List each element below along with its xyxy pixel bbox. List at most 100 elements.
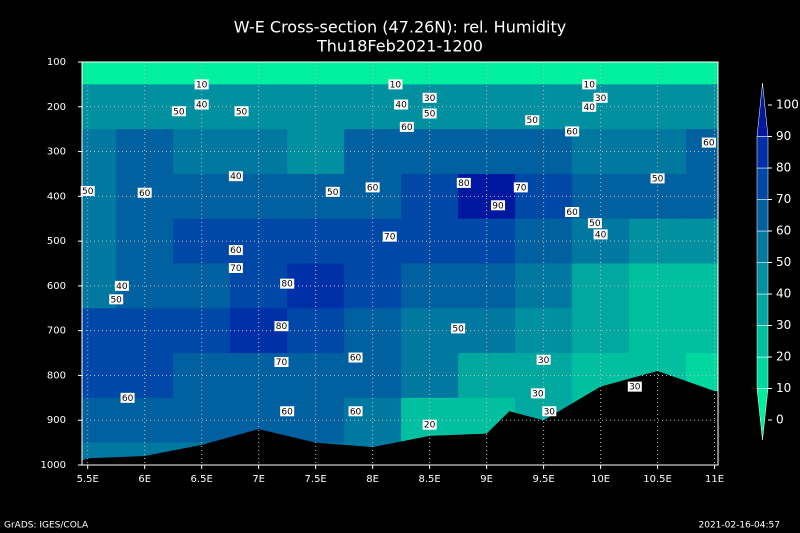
contour-label-bg (394, 99, 409, 110)
footer-right: 2021-02-16-04:57 (699, 521, 781, 531)
contour-label: 40 (116, 282, 128, 292)
contour-label: 10 (583, 80, 595, 90)
contour-label-bg (513, 182, 528, 193)
field-cell (116, 129, 174, 175)
field-cell (515, 173, 573, 220)
contour-label: 60 (230, 246, 242, 256)
contour-label-bg (422, 108, 437, 119)
field-cell (82, 129, 117, 175)
contour-label-bg (325, 186, 340, 197)
contour-label: 40 (395, 101, 407, 111)
contour-label: 90 (492, 201, 504, 211)
field-cell (82, 353, 117, 399)
field-cell (230, 62, 288, 85)
x-tick-label: 6.5E (191, 474, 213, 485)
contour-label-bg (582, 79, 597, 90)
contour-label-bg (280, 278, 295, 289)
contour-label: 80 (276, 322, 288, 332)
contour-label: 70 (515, 183, 527, 193)
x-tick-label: 5.5E (77, 474, 99, 485)
contour-label: 70 (276, 358, 288, 368)
contour-label: 30 (424, 94, 436, 104)
contour-label-bg (234, 106, 249, 117)
colorbar-label: 30 (776, 318, 791, 332)
contour-label: 50 (173, 107, 185, 117)
colorbar-band (756, 230, 769, 263)
contour-label-bg (274, 321, 289, 332)
colorbar-label: 10 (776, 381, 791, 395)
contour-label-bg (525, 115, 540, 126)
y-tick-label: 900 (47, 415, 66, 426)
contour-label: 40 (583, 103, 595, 113)
contour-label: 50 (110, 295, 122, 305)
field-cell (116, 397, 174, 444)
contour-label-bg (228, 171, 243, 182)
contour-label-bg (582, 101, 597, 112)
y-tick-label: 100 (47, 57, 66, 68)
terrain (82, 370, 718, 465)
colorbar-band (756, 356, 769, 389)
field-cell (629, 129, 687, 175)
contour-label-bg (422, 419, 437, 430)
field-cell (82, 62, 117, 85)
contour-label-bg (399, 121, 414, 132)
field-cell (572, 129, 630, 175)
field-cell (287, 129, 345, 175)
colorbar-label: 80 (776, 161, 791, 175)
contour-label: 40 (230, 172, 242, 182)
contour-label-bg (593, 92, 608, 103)
colorbar-label: 90 (776, 129, 791, 143)
contour-label: 70 (230, 264, 242, 274)
y-tick-label: 500 (47, 236, 66, 247)
field-cell (686, 62, 718, 85)
contour-label-bg (451, 323, 466, 334)
contour-label: 70 (384, 233, 396, 243)
field-cell (116, 353, 174, 399)
field-cell (344, 62, 402, 85)
contour-label: 50 (424, 109, 436, 119)
contour-label-bg (280, 406, 295, 417)
field-cell (344, 397, 402, 444)
contour-label: 10 (196, 80, 208, 90)
contour-label-bg (565, 126, 580, 137)
contour-label-bg (587, 218, 602, 229)
x-tick-label: 8E (366, 474, 379, 485)
contour-label-bg (171, 106, 186, 117)
contour-label-bg (194, 79, 209, 90)
contour-label-bg (120, 392, 135, 403)
contour-label-bg (627, 381, 642, 392)
x-tick-label: 10E (591, 474, 610, 485)
field-cell (572, 62, 630, 85)
field-cell (287, 353, 345, 399)
contour-label: 60 (350, 407, 362, 417)
contour-label: 50 (82, 187, 94, 197)
contour-label-bg (365, 182, 380, 193)
field-cell (287, 397, 345, 444)
contour-label-bg (109, 294, 124, 305)
field-cell (344, 173, 402, 220)
contour-label: 20 (424, 421, 436, 431)
contour-label-bg (228, 245, 243, 256)
contour-label-bg (348, 406, 363, 417)
chart-title: W-E Cross-section (47.26N): rel. Humidit… (234, 18, 566, 37)
contour-label-bg (348, 352, 363, 363)
y-tick-label: 400 (47, 191, 66, 202)
field-cell (458, 62, 516, 85)
colorbar-label: 50 (776, 255, 791, 269)
colorbar-label: 0 (776, 413, 784, 427)
colorbar-label: 20 (776, 350, 791, 364)
x-tick-label: 7.5E (305, 474, 327, 485)
colorbar-band (756, 293, 769, 326)
field-cell (82, 218, 117, 264)
colorbar-end (756, 82, 769, 137)
contour-label-bg (701, 137, 716, 148)
field-cell (82, 397, 117, 444)
plot-frame (81, 61, 719, 466)
x-tick-label: 10.5E (643, 474, 672, 485)
field-cell (629, 218, 687, 264)
field-cell (116, 218, 174, 264)
colorbar-label: 100 (776, 98, 799, 112)
contour-label-bg (274, 357, 289, 368)
